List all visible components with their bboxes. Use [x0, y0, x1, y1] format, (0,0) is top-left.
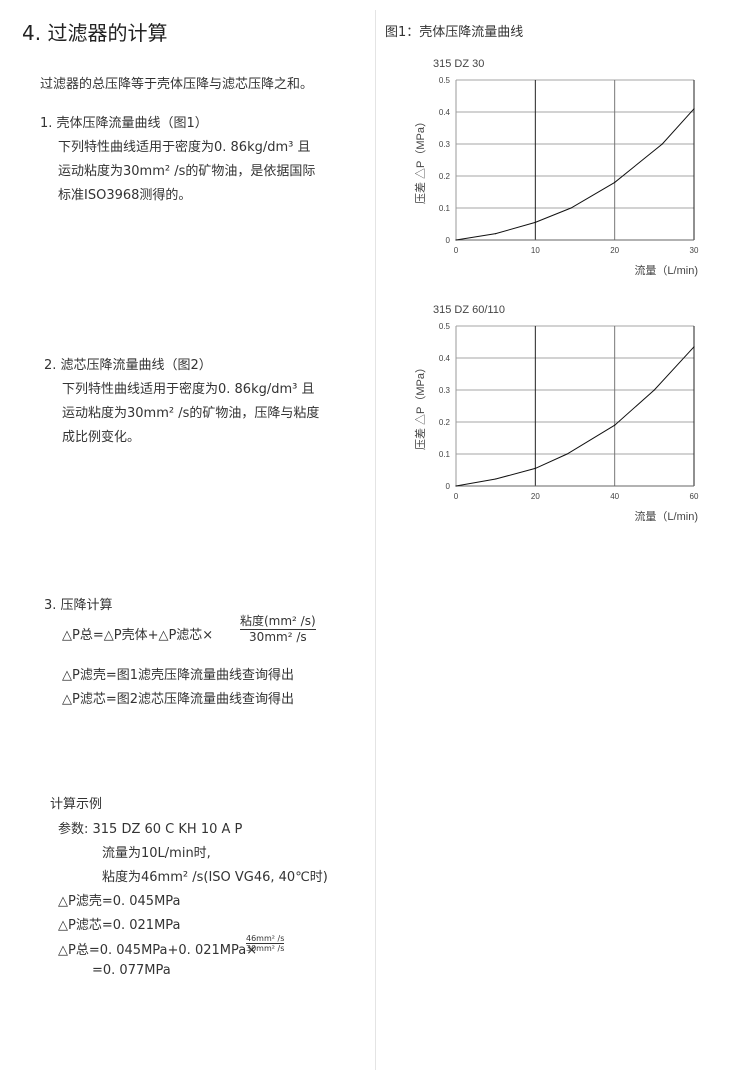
fraction-bar [246, 943, 285, 944]
fraction-numerator: 粘度(mm² /s) [240, 614, 316, 628]
x-tick-label: 60 [690, 492, 699, 501]
y-tick-label: 0.3 [439, 386, 451, 395]
page-title: 4. 过滤器的计算 [22, 21, 168, 45]
data-point [534, 467, 536, 469]
fraction-numerator: 46mm² /s [246, 934, 285, 943]
x-tick-label: 0 [454, 246, 459, 255]
data-point [570, 207, 572, 209]
y-tick-label: 0.5 [439, 76, 451, 85]
example-heading: 计算示例 [50, 797, 103, 812]
data-curve [455, 108, 695, 241]
y-tick-label: 0 [446, 236, 451, 245]
chart-title: 315 DZ 30 [433, 58, 484, 70]
formula-fraction: 粘度(mm² /s) 30mm² /s [240, 612, 316, 644]
example-flow: 流量为10L/min时, [102, 846, 211, 861]
section2-line: 下列特性曲线适用于密度为0. 86kg/dm³ 且 [62, 382, 315, 397]
chart-315dz60-110: 315 DZ 60/110 0 0.1 0.2 0.3 0.4 0.5 0 20 40 60 流量（L… [413, 304, 699, 523]
intro-text: 过滤器的总压降等于壳体压降与滤芯压降之和。 [40, 77, 314, 92]
data-point [495, 233, 497, 235]
example-fraction: 46mm² /s 30mm² /s [246, 934, 285, 953]
section1-line: 标准ISO3968测得的。 [58, 188, 192, 203]
fraction-bar [240, 629, 316, 630]
y-tick-label: 0.1 [439, 450, 451, 459]
data-point [495, 478, 497, 480]
section2-heading: 2. 滤芯压降流量曲线（图2） [44, 358, 212, 373]
data-point [614, 181, 616, 183]
y-tick-label: 0.5 [439, 322, 451, 331]
x-axis-label: 流量（L/min) [634, 263, 698, 277]
section1-line: 下列特性曲线适用于密度为0. 86kg/dm³ 且 [58, 140, 311, 155]
x-tick-label: 20 [610, 246, 619, 255]
formula-line: △P滤芯=图2滤芯压降流量曲线查询得出 [62, 692, 295, 707]
example-result: △P滤芯=0. 021MPa [58, 918, 181, 933]
chart-title: 315 DZ 60/110 [433, 304, 505, 316]
section1-line: 运动粘度为30mm² /s的矿物油，是依据国际 [58, 164, 316, 179]
y-axis-label: 压差 △P（MPa） [413, 362, 427, 450]
x-axis-label: 流量（L/min) [634, 509, 698, 523]
column-divider [375, 10, 376, 1070]
example-result: =0. 077MPa [92, 963, 171, 978]
data-point [534, 221, 536, 223]
x-tick-label: 20 [531, 492, 540, 501]
data-curve [455, 346, 695, 487]
y-axis-label: 压差 △P（MPa） [413, 116, 427, 204]
x-tick-label: 10 [531, 246, 540, 255]
y-tick-label: 0.2 [439, 172, 451, 181]
x-tick-label: 0 [454, 492, 459, 501]
data-point [693, 108, 695, 110]
formula-left: △P总=△P壳体+△P滤芯× [62, 628, 214, 643]
y-tick-label: 0.2 [439, 418, 451, 427]
fraction-denominator: 30mm² /s [249, 630, 307, 644]
example-viscosity: 粘度为46mm² /s(ISO VG46, 40℃时) [102, 870, 328, 885]
example-result: △P滤壳=0. 045MPa [58, 894, 181, 909]
fraction-denominator: 30mm² /s [246, 944, 285, 953]
figure-title: 图1：壳体压降流量曲线 [385, 25, 524, 40]
y-tick-label: 0 [446, 482, 451, 491]
x-tick-label: 30 [690, 246, 699, 255]
y-tick-label: 0.4 [439, 108, 451, 117]
formula-line: △P滤壳=图1滤壳压降流量曲线查询得出 [62, 668, 295, 683]
section1-heading: 1. 壳体压降流量曲线（图1） [40, 116, 208, 131]
data-point [566, 453, 568, 455]
y-tick-label: 0.4 [439, 354, 451, 363]
data-point [455, 239, 457, 241]
chart-315dz30: 315 DZ 30 0 0.1 0.2 0.3 0.4 0.5 0 10 20 30 流量（L/min… [413, 58, 699, 277]
data-point [653, 389, 655, 391]
section3-heading: 3. 压降计算 [44, 598, 113, 613]
example-result: △P总=0. 045MPa+0. 021MPa× [58, 943, 258, 958]
y-tick-label: 0.3 [439, 140, 451, 149]
example-params: 参数: 315 DZ 60 C KH 10 A P [58, 822, 243, 837]
x-tick-label: 40 [610, 492, 619, 501]
data-point [614, 424, 616, 426]
y-tick-label: 0.1 [439, 204, 451, 213]
data-point [693, 346, 695, 348]
data-point [661, 143, 663, 145]
section2-line: 成比例变化。 [62, 430, 141, 445]
section2-line: 运动粘度为30mm² /s的矿物油，压降与粘度 [62, 406, 320, 421]
data-point [455, 485, 457, 487]
